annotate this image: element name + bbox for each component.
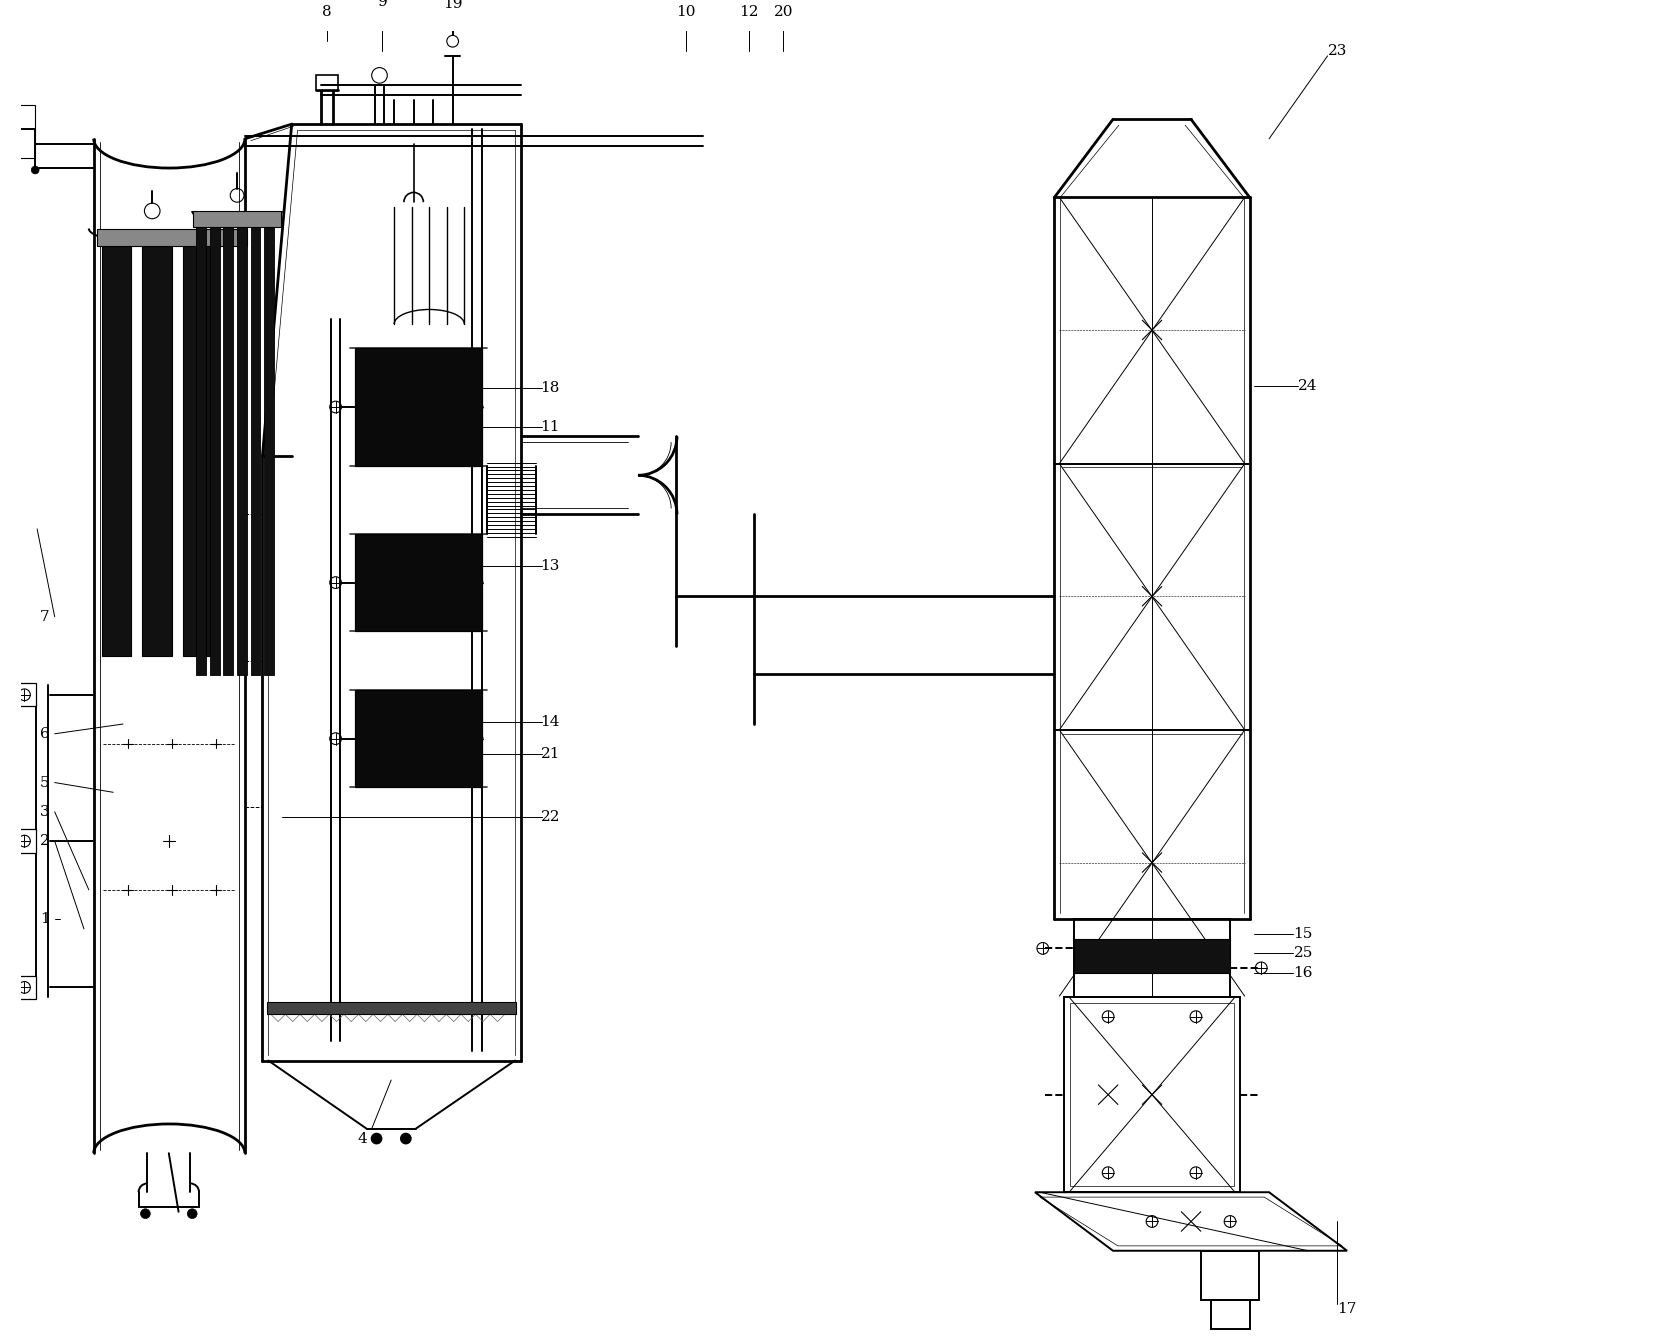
Text: 18: 18 — [540, 381, 560, 394]
Circle shape — [401, 1134, 411, 1143]
Bar — [1210, 1300, 1250, 1329]
Bar — [356, 690, 481, 787]
Text: 6: 6 — [40, 727, 50, 741]
Text: 15: 15 — [1293, 927, 1313, 941]
Text: 22: 22 — [540, 810, 560, 824]
Bar — [13, 829, 37, 853]
Circle shape — [140, 1209, 150, 1218]
Bar — [13, 976, 37, 999]
Bar — [184, 246, 212, 655]
Text: 19: 19 — [443, 0, 463, 11]
Bar — [1064, 997, 1240, 1193]
Bar — [13, 683, 37, 706]
Bar — [356, 349, 481, 465]
Bar — [211, 226, 219, 675]
Text: 16: 16 — [1293, 965, 1313, 980]
Text: 10: 10 — [677, 5, 695, 19]
Bar — [316, 75, 338, 90]
Text: 11: 11 — [540, 420, 560, 433]
Bar — [224, 226, 234, 675]
Circle shape — [371, 1134, 381, 1143]
Text: 17: 17 — [1337, 1302, 1357, 1316]
Bar — [97, 229, 247, 246]
Text: 8: 8 — [323, 5, 331, 19]
Text: 5: 5 — [40, 775, 50, 790]
Text: 2: 2 — [40, 834, 50, 848]
Bar — [267, 1001, 516, 1013]
Bar — [142, 246, 172, 655]
Circle shape — [0, 107, 8, 151]
Bar — [237, 226, 247, 675]
Circle shape — [32, 166, 38, 174]
Text: 12: 12 — [740, 5, 759, 19]
Bar — [264, 226, 274, 675]
Circle shape — [187, 1209, 197, 1218]
Bar — [251, 226, 261, 675]
Bar — [1069, 1003, 1233, 1186]
Text: 25: 25 — [1293, 947, 1313, 960]
Text: 7: 7 — [40, 610, 50, 624]
Text: 24: 24 — [1298, 378, 1318, 393]
Text: 23: 23 — [1328, 44, 1347, 57]
Bar — [1074, 919, 1230, 997]
Text: 9: 9 — [378, 0, 388, 9]
Bar — [1074, 939, 1230, 973]
Bar — [194, 211, 281, 226]
Text: 13: 13 — [540, 559, 560, 574]
Bar — [0, 104, 35, 158]
Text: 1: 1 — [40, 912, 50, 927]
Bar — [102, 246, 130, 655]
Bar — [196, 226, 206, 675]
Bar — [1201, 1250, 1260, 1300]
Text: 3: 3 — [40, 805, 50, 818]
Text: 20: 20 — [774, 5, 794, 19]
Text: 21: 21 — [540, 747, 560, 761]
Text: 4: 4 — [358, 1131, 368, 1146]
Text: 14: 14 — [540, 715, 560, 729]
Bar — [356, 533, 481, 631]
